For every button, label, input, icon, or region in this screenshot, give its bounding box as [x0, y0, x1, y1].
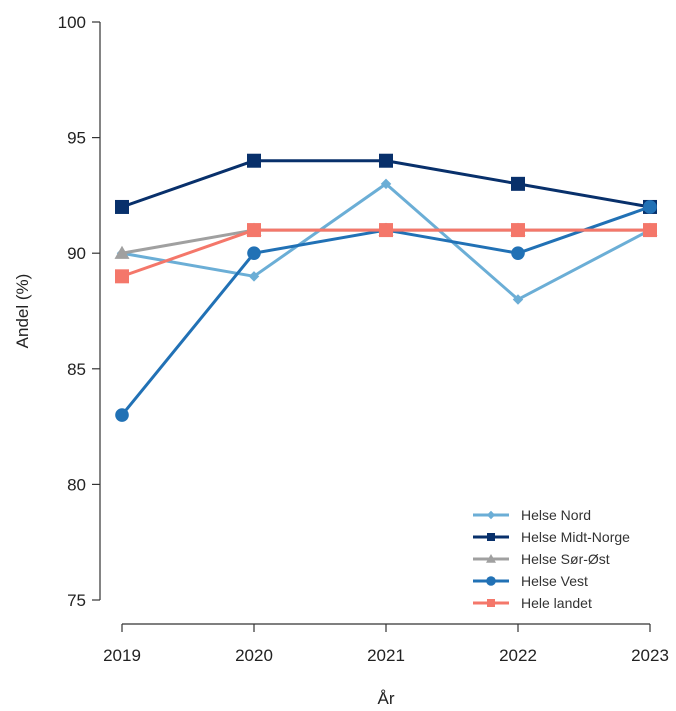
data-point [115, 199, 129, 214]
x-tick-label: 2020 [235, 646, 273, 665]
data-point [114, 245, 130, 259]
data-point [247, 246, 261, 260]
data-point [247, 153, 261, 168]
y-tick-label: 85 [67, 360, 86, 379]
data-point [643, 200, 657, 214]
data-point [380, 178, 392, 190]
legend-marker [487, 533, 495, 541]
x-axis: 2019 2020 2021 2022 2023 [103, 623, 669, 665]
y-tick-label: 90 [67, 244, 86, 263]
legend-label: Helse Midt-Norge [521, 529, 630, 545]
x-tick-label: 2021 [367, 646, 405, 665]
y-tick-label: 100 [58, 13, 86, 32]
legend-marker [486, 576, 496, 586]
legend-marker [486, 554, 496, 563]
data-point [512, 294, 524, 305]
x-tick-label: 2019 [103, 646, 141, 665]
y-tick-label: 80 [67, 475, 86, 494]
series-layer [114, 153, 658, 422]
legend-label: Helse Sør-Øst [521, 551, 610, 567]
x-tick-label: 2023 [631, 646, 669, 665]
legend-label: Helse Vest [521, 573, 588, 589]
data-point [511, 246, 525, 260]
legend-item: Helse Nord [473, 507, 591, 523]
data-point [511, 176, 525, 191]
series-line [121, 182, 651, 301]
data-point [247, 223, 261, 238]
data-point [643, 223, 657, 238]
legend-label: Hele landet [521, 595, 592, 611]
data-point [115, 269, 129, 284]
data-point [379, 153, 393, 168]
y-tick-label: 75 [67, 591, 86, 610]
x-axis-title: År [378, 689, 395, 708]
data-point [379, 223, 393, 238]
x-tick-label: 2022 [499, 646, 537, 665]
legend-label: Helse Nord [521, 507, 591, 523]
legend: Helse Nord Helse Midt-Norge Helse Sør-Øst H… [473, 507, 630, 611]
y-axis-title: Andel (%) [13, 274, 32, 349]
y-tick-label: 95 [67, 129, 86, 148]
legend-item: Helse Vest [473, 573, 588, 589]
data-point [511, 223, 525, 238]
legend-item: Helse Midt-Norge [473, 529, 630, 545]
data-point [115, 408, 129, 422]
series-helse-nord [116, 178, 656, 305]
series-hele-landet [115, 223, 657, 284]
y-axis: 75 80 85 90 95 100 [58, 13, 101, 610]
data-point [248, 271, 260, 282]
legend-marker [486, 510, 496, 520]
legend-item: Helse Sør-Øst [473, 551, 610, 567]
legend-marker [487, 599, 495, 607]
legend-item: Hele landet [473, 595, 592, 611]
